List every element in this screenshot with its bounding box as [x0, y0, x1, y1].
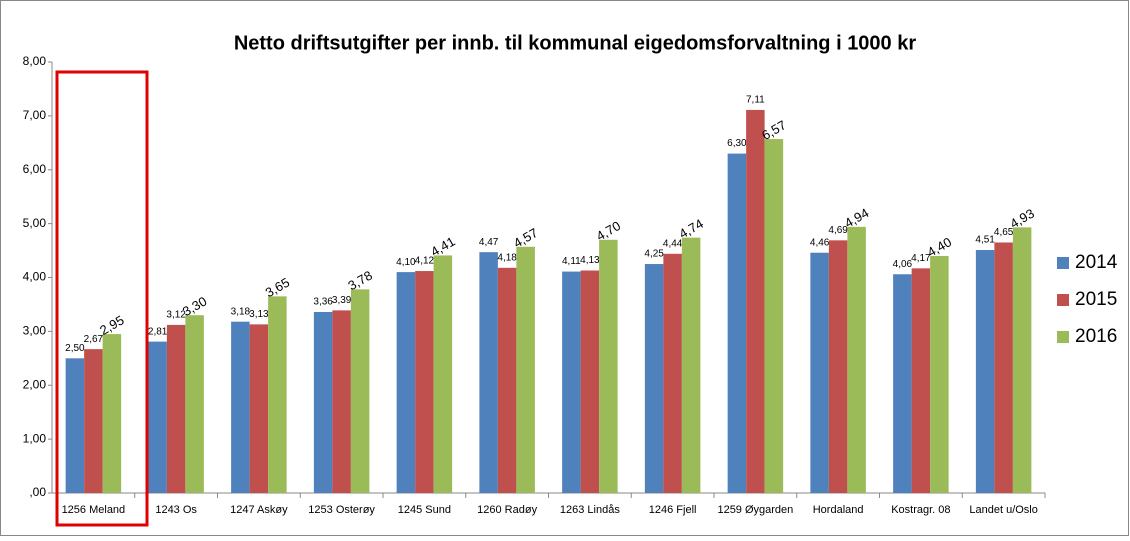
- value-label: 2,81: [148, 326, 168, 337]
- value-label: 4,10: [396, 257, 416, 268]
- bar: [350, 289, 370, 493]
- legend-label: 2014: [1075, 252, 1118, 273]
- bar: [396, 272, 416, 493]
- legend-label: 2015: [1075, 289, 1117, 310]
- value-label: 3,36: [313, 297, 333, 308]
- bar: [415, 271, 434, 493]
- x-tick-label: 1245 Sund: [398, 504, 451, 516]
- x-tick-label: 1253 Osterøy: [308, 504, 375, 516]
- bar: [893, 274, 912, 493]
- value-label: 4,69: [828, 225, 848, 236]
- x-tick-label: 1259 Øygarden: [717, 504, 793, 516]
- x-tick-label: 1247 Askøy: [230, 504, 288, 516]
- bar: [994, 242, 1013, 493]
- y-tick-label: 3,00: [23, 324, 47, 338]
- value-label: 7,11: [746, 95, 765, 106]
- bar: [497, 267, 517, 493]
- value-label: 3,18: [231, 306, 251, 317]
- x-tick-label: 1260 Radøy: [477, 504, 537, 516]
- bar: [433, 255, 453, 493]
- bar: [599, 239, 618, 493]
- y-tick-label: 8,00: [23, 54, 47, 68]
- bar: [65, 358, 85, 493]
- bar: [102, 334, 122, 493]
- value-label: 3,12: [166, 310, 186, 321]
- y-tick-label: ,00: [29, 485, 46, 499]
- y-tick-label: 6,00: [23, 162, 47, 176]
- x-tick-label: Hordaland: [813, 504, 864, 516]
- bar: [313, 311, 333, 493]
- bar: [911, 268, 931, 493]
- bar: [764, 139, 784, 493]
- bar: [268, 296, 287, 493]
- bar: [828, 240, 848, 493]
- bar: [148, 341, 167, 493]
- value-label: 6,30: [727, 138, 747, 149]
- bar: [975, 250, 995, 493]
- value-label: 4,46: [810, 237, 830, 248]
- value-label: 2,67: [84, 334, 104, 345]
- bar: [166, 324, 186, 493]
- bar: [562, 271, 581, 493]
- value-label: 4,13: [580, 255, 600, 266]
- bar: [644, 264, 664, 493]
- y-tick-label: 4,00: [23, 270, 47, 284]
- value-label: 4,18: [497, 252, 517, 263]
- x-tick-label: 1246 Fjell: [649, 504, 697, 516]
- x-tick-label: Landet u/Oslo: [969, 504, 1038, 516]
- value-label: 4,51: [975, 235, 995, 246]
- value-label: 4,17: [911, 253, 931, 264]
- value-label: 4,47: [479, 237, 499, 248]
- y-tick-label: 5,00: [23, 216, 47, 230]
- value-label: 4,12: [415, 256, 435, 267]
- value-label: 4,25: [644, 249, 664, 260]
- bar: [479, 252, 498, 493]
- value-label: 4,11: [562, 256, 581, 267]
- bar: [727, 153, 747, 493]
- bar: [681, 237, 701, 493]
- bar: [580, 270, 600, 493]
- value-label: 4,65: [994, 227, 1014, 238]
- legend-swatch: [1057, 257, 1069, 269]
- highlight-box: [55, 70, 149, 527]
- y-tick-label: 7,00: [23, 108, 47, 122]
- legend-swatch: [1057, 331, 1069, 343]
- bar: [1012, 227, 1032, 494]
- bar: [516, 246, 535, 493]
- x-tick-label: 1243 Os: [155, 504, 197, 516]
- bar: [185, 315, 204, 493]
- value-label: 2,50: [65, 343, 85, 354]
- bar: [231, 321, 250, 493]
- bar: [84, 349, 103, 493]
- value-label: 3,39: [332, 295, 352, 306]
- value-label: 4,06: [893, 259, 913, 270]
- chart-title: Netto driftsutgifter per innb. til kommu…: [234, 32, 917, 54]
- bar: [746, 109, 765, 493]
- value-label: 4,44: [663, 238, 683, 249]
- x-tick-label: Kostragr. 08: [891, 504, 950, 516]
- y-tick-label: 1,00: [23, 431, 47, 445]
- bar: [249, 324, 269, 493]
- legend-label: 2016: [1075, 326, 1117, 347]
- bar: [332, 310, 351, 493]
- value-label: 3,13: [249, 309, 269, 320]
- x-tick-label: 1263 Lindås: [560, 504, 620, 516]
- bar: [810, 252, 829, 493]
- y-tick-label: 2,00: [23, 377, 47, 391]
- legend-swatch: [1057, 294, 1069, 306]
- bar: [930, 255, 949, 493]
- bar: [663, 253, 682, 493]
- x-tick-label: 1256 Meland: [62, 504, 126, 516]
- bar: [847, 226, 866, 494]
